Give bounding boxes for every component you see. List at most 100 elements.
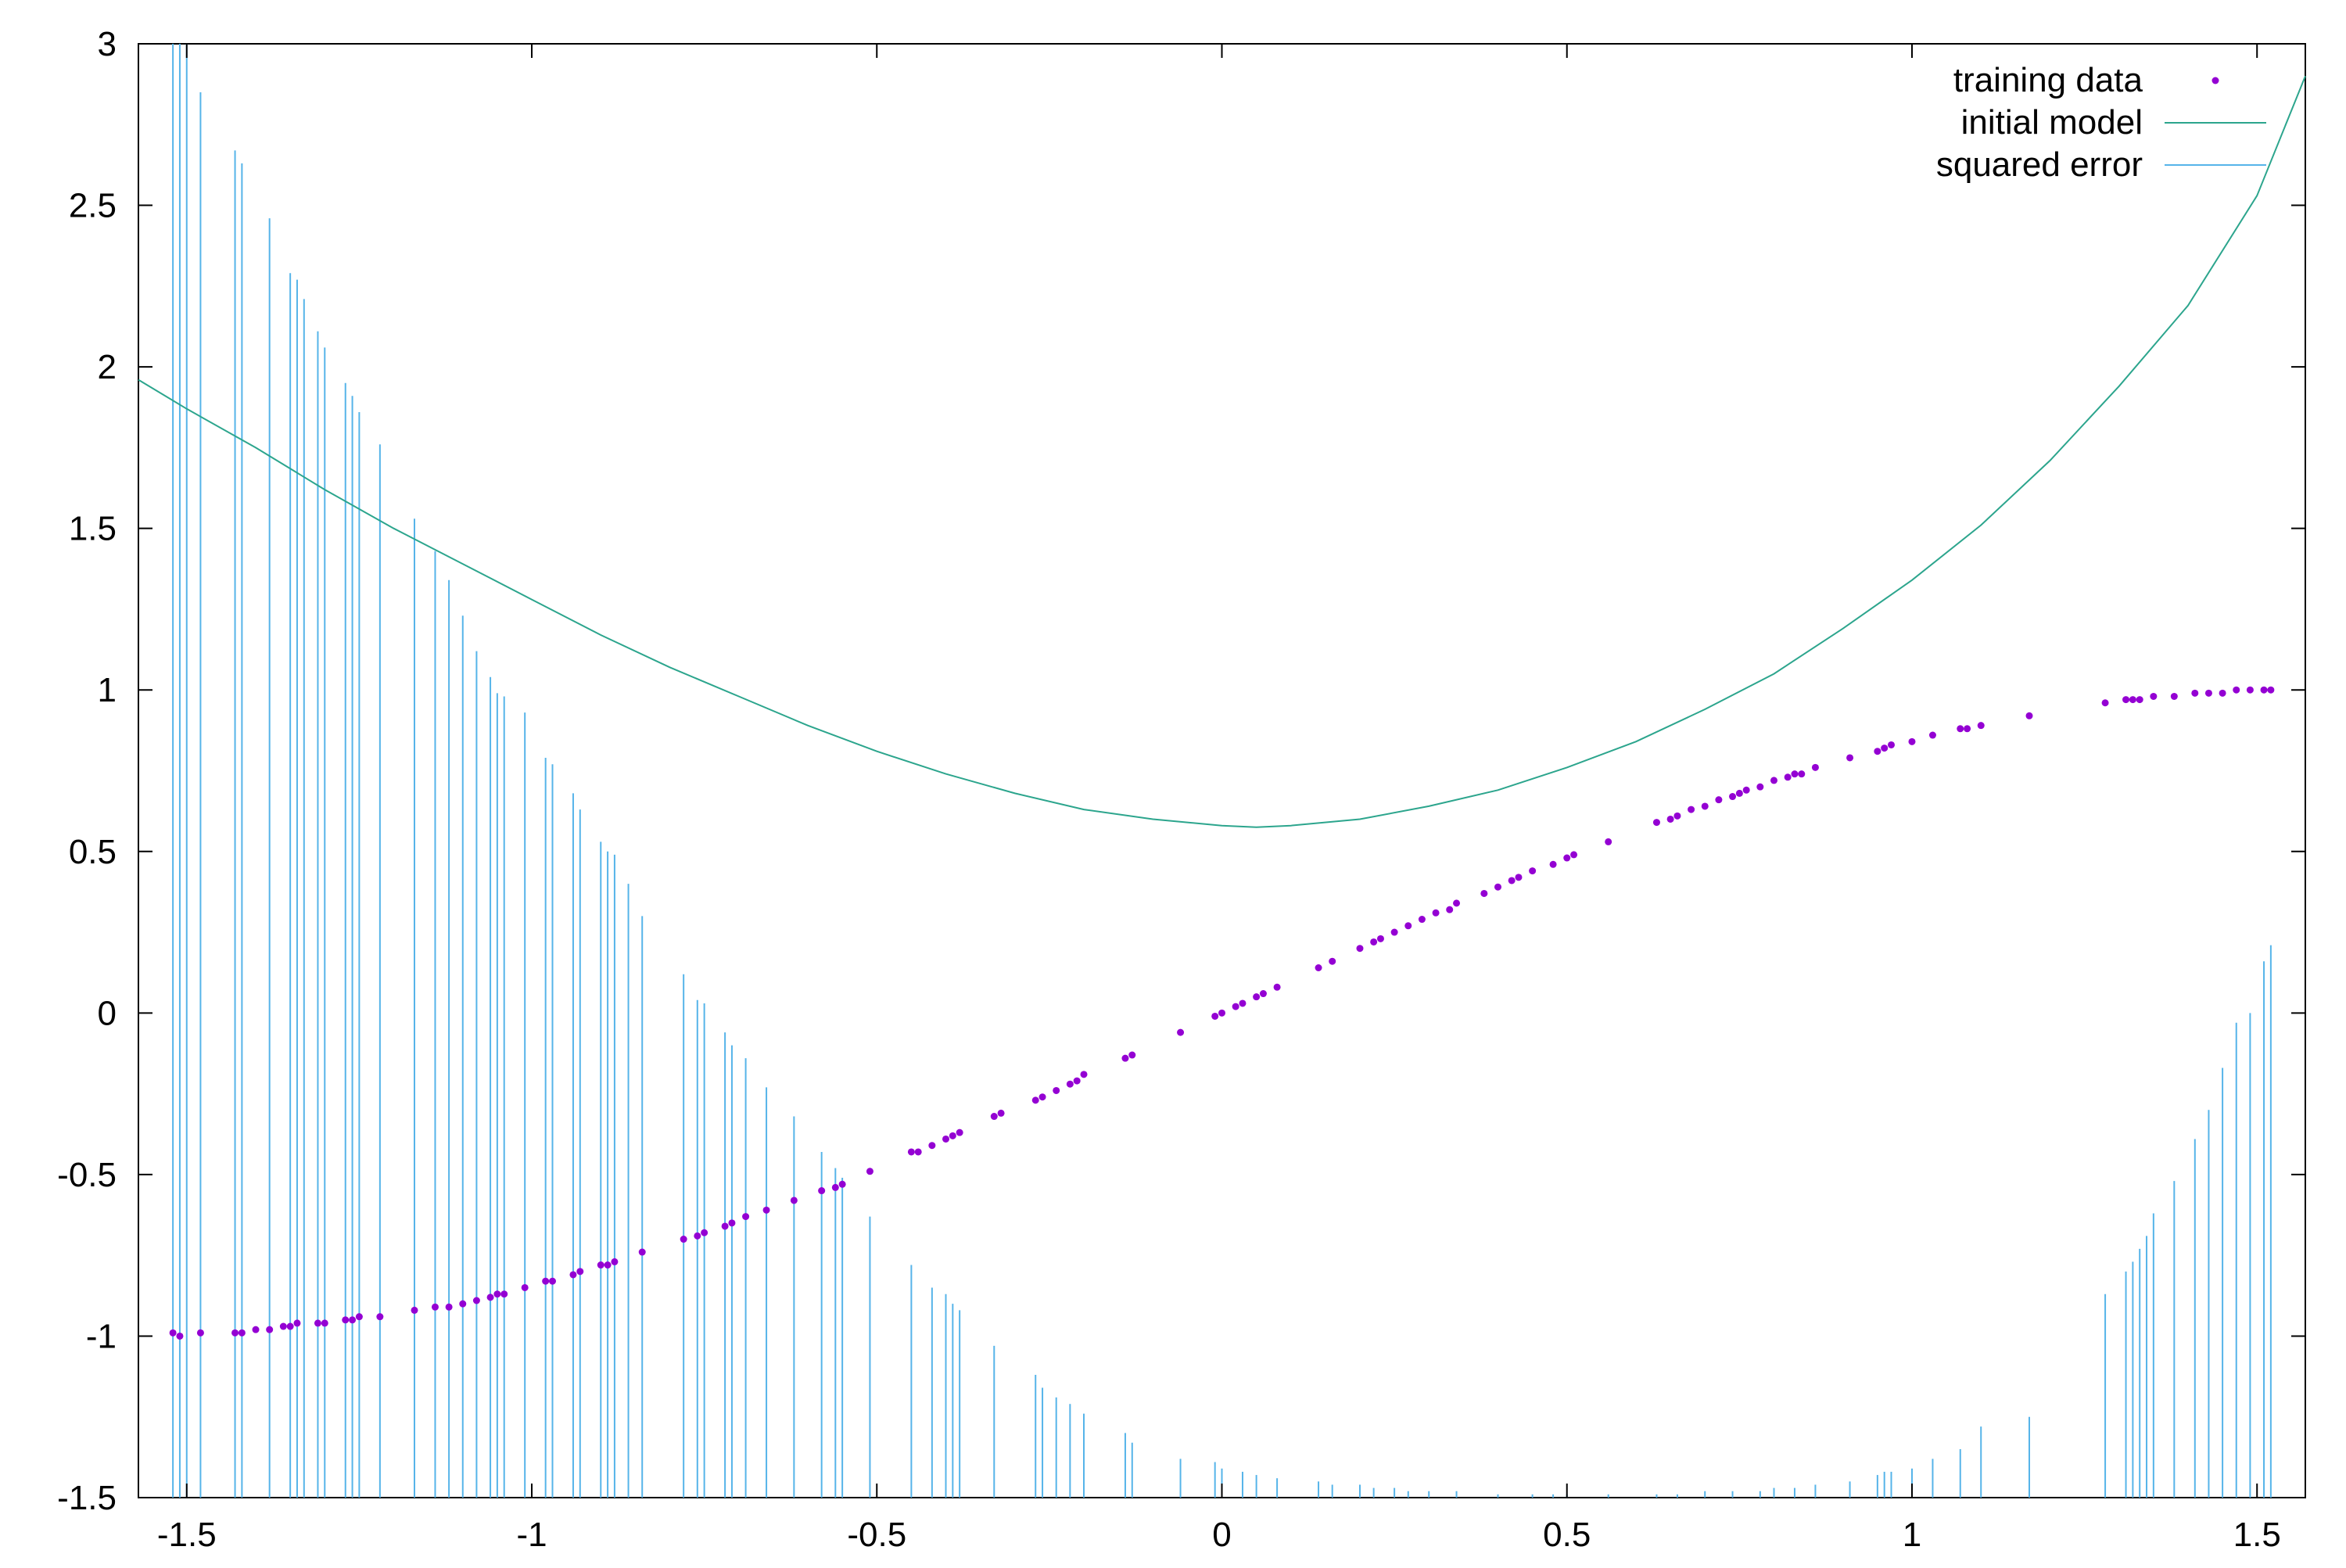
x-tick-label: -0.5 bbox=[847, 1516, 906, 1554]
training-data-point bbox=[355, 1313, 363, 1321]
training-data-point bbox=[2191, 689, 2199, 697]
training-data-point bbox=[342, 1316, 350, 1324]
training-data-point bbox=[907, 1148, 915, 1156]
training-data-point bbox=[762, 1206, 770, 1214]
y-tick-label: 2.5 bbox=[69, 187, 117, 225]
training-data-point bbox=[638, 1248, 646, 1256]
x-tick-label: 1 bbox=[1903, 1516, 1921, 1554]
initial-model-layer bbox=[138, 75, 2306, 828]
training-data-point bbox=[2246, 686, 2254, 694]
legend-label-squared-error: squared error bbox=[1936, 145, 2143, 184]
training-data-point bbox=[2025, 712, 2033, 719]
training-data-point bbox=[1031, 1096, 1039, 1104]
training-data-point bbox=[486, 1294, 494, 1301]
x-tick-label: -1 bbox=[516, 1516, 547, 1554]
training-data-point bbox=[1729, 793, 1737, 801]
training-data-point bbox=[1701, 802, 1709, 810]
training-data-point bbox=[238, 1329, 246, 1337]
training-data-point bbox=[790, 1197, 798, 1204]
training-data-point bbox=[500, 1290, 508, 1298]
training-data-point bbox=[818, 1187, 826, 1195]
training-data-point bbox=[1494, 883, 1501, 891]
training-data-point bbox=[914, 1148, 922, 1156]
training-data-point bbox=[266, 1326, 274, 1333]
training-data-point bbox=[1957, 725, 1964, 733]
training-data-point bbox=[1798, 770, 1806, 778]
training-data-point bbox=[1073, 1077, 1081, 1085]
training-data-point bbox=[1418, 916, 1426, 924]
training-data-point bbox=[1846, 754, 1854, 762]
training-data-point bbox=[1784, 773, 1792, 781]
training-data-point bbox=[1881, 745, 1889, 752]
training-data-point bbox=[1370, 938, 1378, 945]
training-data-point bbox=[1356, 945, 1364, 953]
training-data-point bbox=[2136, 696, 2143, 704]
training-data-point bbox=[956, 1128, 963, 1136]
training-data-point bbox=[1977, 722, 1985, 730]
training-data-point bbox=[445, 1303, 453, 1311]
training-data-point bbox=[866, 1168, 873, 1175]
training-data-point bbox=[1273, 983, 1281, 991]
training-data-point bbox=[321, 1319, 328, 1327]
training-data-point bbox=[2267, 686, 2275, 694]
y-tick-label: 0.5 bbox=[69, 833, 117, 871]
training-data-point bbox=[611, 1258, 619, 1265]
training-data-point bbox=[252, 1326, 260, 1333]
training-data-point bbox=[838, 1180, 846, 1188]
training-data-point bbox=[997, 1109, 1005, 1117]
training-data-point bbox=[1605, 838, 1612, 845]
legend: training data initial model squared erro… bbox=[1936, 61, 2266, 184]
training-data-point bbox=[1563, 854, 1571, 862]
training-data-point bbox=[701, 1229, 708, 1236]
y-tick-label: -1.5 bbox=[57, 1479, 117, 1517]
training-data-point bbox=[721, 1222, 729, 1230]
training-data-point bbox=[293, 1319, 301, 1327]
training-data-point bbox=[1038, 1093, 1046, 1101]
training-data-point bbox=[493, 1290, 501, 1298]
training-data-point bbox=[2260, 686, 2268, 694]
training-data-point bbox=[542, 1277, 550, 1285]
training-data-point bbox=[411, 1306, 418, 1314]
training-data-point bbox=[1908, 737, 1916, 745]
training-data-point bbox=[314, 1319, 321, 1327]
training-data-point bbox=[1515, 874, 1523, 881]
training-data-point bbox=[286, 1322, 294, 1330]
training-data-point bbox=[990, 1113, 998, 1121]
training-data-point bbox=[176, 1332, 184, 1340]
training-data-point bbox=[1888, 741, 1896, 748]
training-data-point bbox=[604, 1261, 612, 1269]
training-data-point bbox=[1673, 812, 1681, 820]
training-data-point bbox=[1811, 763, 1819, 771]
training-data-point bbox=[1715, 796, 1723, 804]
x-tick-label: 0 bbox=[1212, 1516, 1231, 1554]
training-data-point bbox=[2129, 696, 2136, 704]
y-tick-label: 2 bbox=[98, 348, 117, 386]
training-data-point bbox=[548, 1277, 556, 1285]
training-data-point bbox=[742, 1213, 750, 1221]
training-data-point bbox=[1053, 1086, 1060, 1094]
training-data-point bbox=[1253, 993, 1261, 1001]
training-data-point bbox=[431, 1303, 439, 1311]
training-data-point bbox=[2101, 699, 2109, 707]
training-data-point bbox=[2219, 689, 2226, 697]
training-data-point bbox=[694, 1232, 701, 1240]
training-data-point bbox=[831, 1183, 839, 1191]
training-data-point bbox=[169, 1329, 177, 1337]
training-data-point bbox=[569, 1271, 577, 1279]
training-data-point bbox=[1121, 1054, 1129, 1062]
training-data-point bbox=[1928, 731, 1936, 739]
training-data-point bbox=[1549, 860, 1557, 868]
initial-model-line bbox=[138, 75, 2306, 828]
training-data-point bbox=[1529, 867, 1537, 875]
training-data-point bbox=[196, 1329, 204, 1337]
training-data-point bbox=[597, 1261, 604, 1269]
training-data-point bbox=[279, 1322, 287, 1330]
training-data-point bbox=[576, 1268, 584, 1276]
training-data-point bbox=[376, 1313, 384, 1321]
training-data-point bbox=[1211, 1012, 1219, 1020]
training-data-point bbox=[1259, 990, 1267, 998]
training-data-point bbox=[1791, 770, 1799, 778]
axes: -1.5 -1 -0.5 0 0.5 1 1.5 -1.5 -1 -0.5 0 0.5 1 1.5 2 2.5… bbox=[57, 25, 2305, 1554]
training-data-point bbox=[1315, 963, 1322, 971]
